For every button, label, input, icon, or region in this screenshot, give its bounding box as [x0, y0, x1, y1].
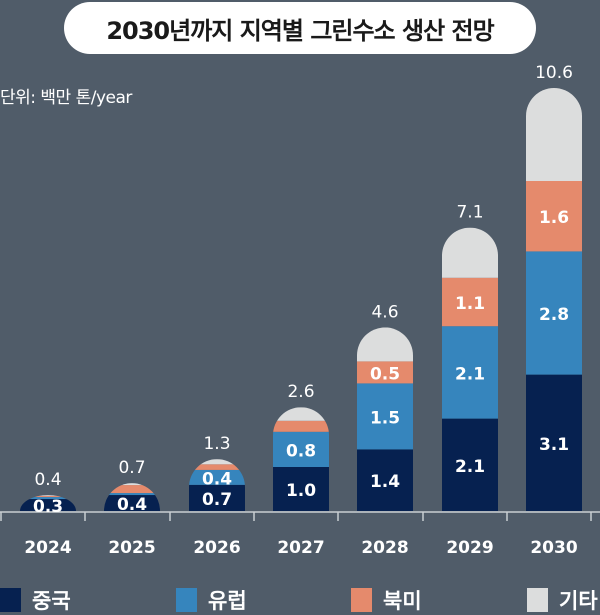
legend-item-other: 기타: [527, 585, 598, 615]
segment-label: 0.3: [33, 497, 63, 517]
bar-2024: 0.3 0.4 2024: [20, 470, 76, 558]
bar-segment-europe-2025: [104, 493, 160, 496]
bar-segment-other-2027: [273, 407, 329, 421]
bar-segment-europe-2028: [357, 383, 413, 450]
bar-segment-europe-2027: [273, 431, 329, 467]
unit-label: 단위: 백만 톤/year: [0, 88, 132, 108]
segment-label: 0.7: [202, 490, 232, 510]
bar-segment-china-2027: [273, 467, 329, 511]
bar-2028: 1.4 1.5 0.5 4.6 2028: [357, 302, 413, 558]
x-tick-label: 2026: [193, 538, 240, 558]
legend-label-europe: 유럽: [208, 589, 247, 613]
segment-label: 0.5: [370, 364, 400, 384]
segment-label: 2.1: [455, 364, 485, 384]
bar-segment-north_america-2030: [526, 181, 582, 252]
total-label: 1.3: [203, 434, 230, 454]
x-tick-label: 2030: [530, 538, 577, 558]
legend: 중국 유럽 북미 기타: [0, 585, 600, 613]
legend-swatch-north-america: [351, 588, 372, 612]
bar-segment-other-2025: [104, 483, 160, 486]
legend-item-china: 중국: [0, 585, 71, 615]
bar-segment-china-2024: [20, 499, 76, 511]
legend-swatch-other: [527, 588, 548, 612]
total-label: 4.6: [371, 302, 398, 322]
bar-segment-europe-2030: [526, 251, 582, 375]
x-tick-label: 2029: [446, 538, 493, 558]
chart-title-pill: 2030년까지 지역별 그린수소 생산 전망: [64, 2, 536, 54]
legend-swatch-china: [0, 588, 21, 612]
x-tick-label: 2025: [108, 538, 155, 558]
total-label: 0.7: [118, 458, 145, 478]
segment-label: 3.1: [539, 435, 569, 455]
bar-segment-north_america-2024: [20, 495, 76, 498]
total-label: 10.6: [535, 63, 573, 83]
stacked-bar-chart: 0.30.420240.40.720250.70.41.320261.00.82…: [0, 63, 600, 558]
total-label: 7.1: [456, 203, 483, 223]
bar-segment-europe-2024: [20, 497, 76, 500]
bar-2029: 2.1 2.1 1.1 7.1 2029: [442, 203, 498, 558]
bar-segment-china-2025: [104, 495, 160, 511]
bar-segment-north_america-2026: [189, 464, 245, 470]
bar-segment-china-2030: [526, 374, 582, 511]
bar-segment-north_america-2027: [273, 420, 329, 432]
bar-segment-north_america-2025: [104, 485, 160, 494]
bar-2026: 0.70.4 1.3 2026: [189, 434, 245, 558]
bar-segment-other-2029: [442, 227, 498, 278]
legend-label-china: 중국: [32, 589, 71, 613]
segment-label: 2.8: [539, 305, 569, 325]
total-label: 2.6: [287, 382, 314, 402]
x-tick-label: 2024: [24, 538, 71, 558]
total-label: 0.4: [34, 470, 61, 490]
x-tick-label: 2027: [277, 538, 324, 558]
segment-label: 1.6: [539, 208, 569, 228]
legend-label-other: 기타: [559, 589, 598, 613]
bar-segment-china-2026: [189, 484, 245, 511]
bar-2025: 0.4 0.7 2025: [104, 458, 160, 558]
segment-label: 1.5: [370, 408, 400, 428]
bar-segment-other-2028: [357, 327, 413, 362]
legend-item-north-america: 북미: [351, 585, 422, 615]
segment-label: 0.4: [117, 495, 147, 515]
segment-label: 2.1: [455, 457, 485, 477]
bar-segment-china-2029: [442, 418, 498, 511]
bar-segment-europe-2026: [189, 469, 245, 485]
bar-segment-other-2026: [189, 459, 245, 465]
bar-2030: 3.1 2.8 1.6 10.6 2030: [526, 63, 582, 558]
bar-segment-europe-2029: [442, 326, 498, 419]
bar-segment-north_america-2028: [357, 361, 413, 384]
bar-segment-other-2024: [20, 495, 76, 496]
segment-label: 1.1: [455, 294, 485, 314]
legend-swatch-europe: [176, 588, 197, 612]
segment-label: 1.4: [370, 472, 400, 492]
segment-label: 1.0: [286, 481, 316, 501]
legend-label-north-america: 북미: [383, 589, 422, 613]
segment-label: 0.8: [286, 441, 316, 461]
bar-2027: 1.0 0.8 2.6 2027: [273, 382, 329, 558]
legend-item-europe: 유럽: [176, 585, 247, 615]
segment-label: 0.4: [202, 469, 232, 489]
bar-segment-china-2028: [357, 449, 413, 511]
bar-segment-other-2030: [526, 88, 582, 181]
chart-title: 2030년까지 지역별 그린수소 생산 전망: [106, 16, 494, 45]
bar-segment-north_america-2029: [442, 277, 498, 327]
x-tick-label: 2028: [361, 538, 408, 558]
